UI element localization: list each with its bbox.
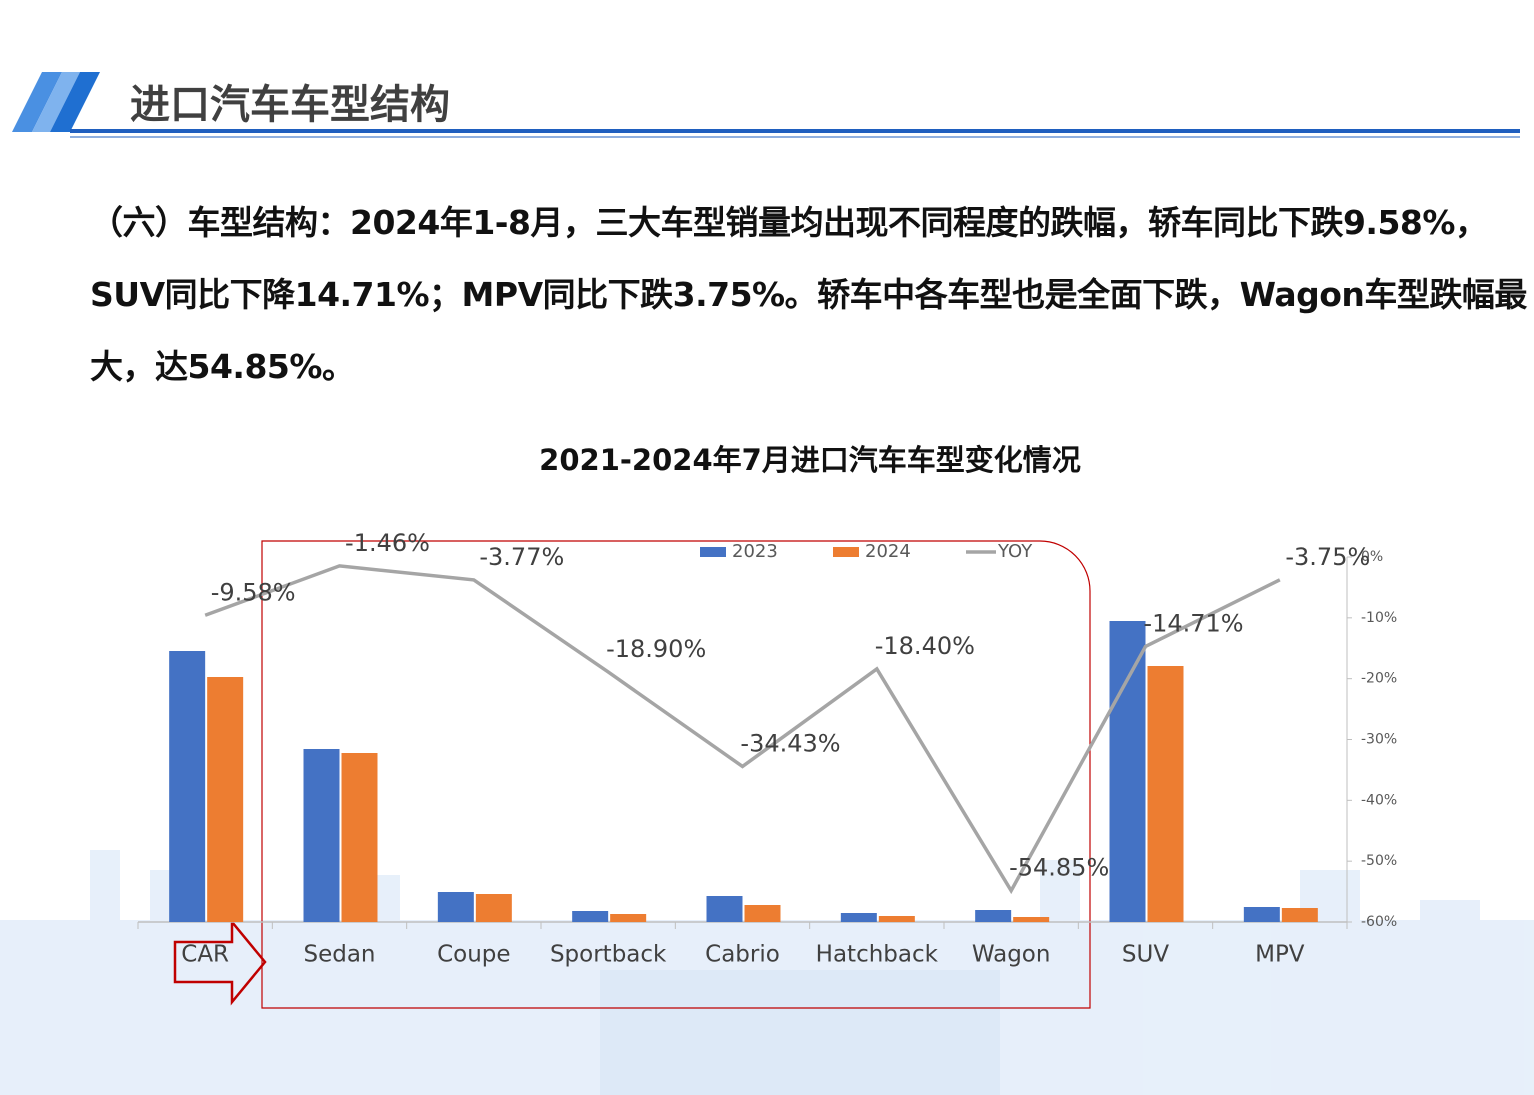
paragraph-line: 大，达54.85%。 <box>90 347 355 386</box>
data-label: -14.71% <box>1143 609 1243 637</box>
y2-tick-label: -60% <box>1361 914 1397 930</box>
background-skyline <box>0 850 1534 1095</box>
y2-tick-label: -20% <box>1361 671 1397 687</box>
legend-swatch <box>833 547 859 557</box>
header-decoration <box>12 72 1520 138</box>
arrow <box>173 918 267 1006</box>
data-label: -54.85% <box>1009 854 1109 882</box>
bar <box>341 753 378 922</box>
x-tick-label: Hatchback <box>816 942 939 968</box>
y2-tick-label: 0% <box>1361 549 1383 565</box>
x-tick-label: Wagon <box>972 942 1051 968</box>
x-tick-label: Coupe <box>437 942 510 968</box>
legend-label: 2024 <box>865 541 911 562</box>
y2-tick-label: -50% <box>1361 853 1397 869</box>
paragraph-line: SUV同比下降14.71%；MPV同比下跌3.75%。轿车中各车型也是全面下跌，… <box>90 275 1527 314</box>
data-label: -1.46% <box>345 529 430 557</box>
chart-title: 2021-2024年7月进口汽车车型变化情况 <box>539 443 1081 477</box>
bar <box>437 892 474 922</box>
x-tick-label: Sportback <box>550 942 667 968</box>
x-tick-label: CAR <box>181 942 229 968</box>
data-label: -18.90% <box>606 635 706 663</box>
data-label: -34.43% <box>740 729 840 757</box>
y2-tick-label: -30% <box>1361 732 1397 748</box>
bar <box>1109 621 1146 922</box>
x-tick-label: MPV <box>1255 942 1305 968</box>
legend-label: 2023 <box>732 541 778 562</box>
y2-tick-label: -40% <box>1361 792 1397 808</box>
y2-tick-label: -10% <box>1361 610 1397 626</box>
bar <box>878 916 915 922</box>
data-label: -9.58% <box>211 578 296 606</box>
bar <box>610 914 647 922</box>
bar <box>303 749 340 922</box>
x-tick-label: Cabrio <box>705 942 780 968</box>
legend-label: YOY <box>997 541 1033 562</box>
bar <box>1243 907 1280 922</box>
bar <box>1147 666 1184 922</box>
page-title: 进口汽车车型结构 <box>130 82 450 128</box>
data-label: -18.40% <box>875 632 975 660</box>
bar <box>169 651 206 922</box>
bar <box>706 896 743 922</box>
legend-swatch <box>700 547 726 557</box>
yoy-line <box>204 564 1281 895</box>
highlight-box <box>261 540 1091 1009</box>
bar <box>840 913 877 922</box>
bar <box>572 911 609 922</box>
bar <box>975 910 1012 922</box>
x-tick-label: Sedan <box>303 942 375 968</box>
bar <box>744 905 781 922</box>
bar <box>207 677 244 922</box>
data-label: -3.75% <box>1285 543 1370 571</box>
bar <box>475 894 512 922</box>
data-label: -3.77% <box>479 543 564 571</box>
x-tick-label: SUV <box>1122 942 1169 968</box>
paragraph-line: （六）车型结构：2024年1-8月，三大车型销量均出现不同程度的跌幅，轿车同比下… <box>90 203 1488 242</box>
bar <box>1013 917 1050 922</box>
bar <box>1281 908 1318 922</box>
